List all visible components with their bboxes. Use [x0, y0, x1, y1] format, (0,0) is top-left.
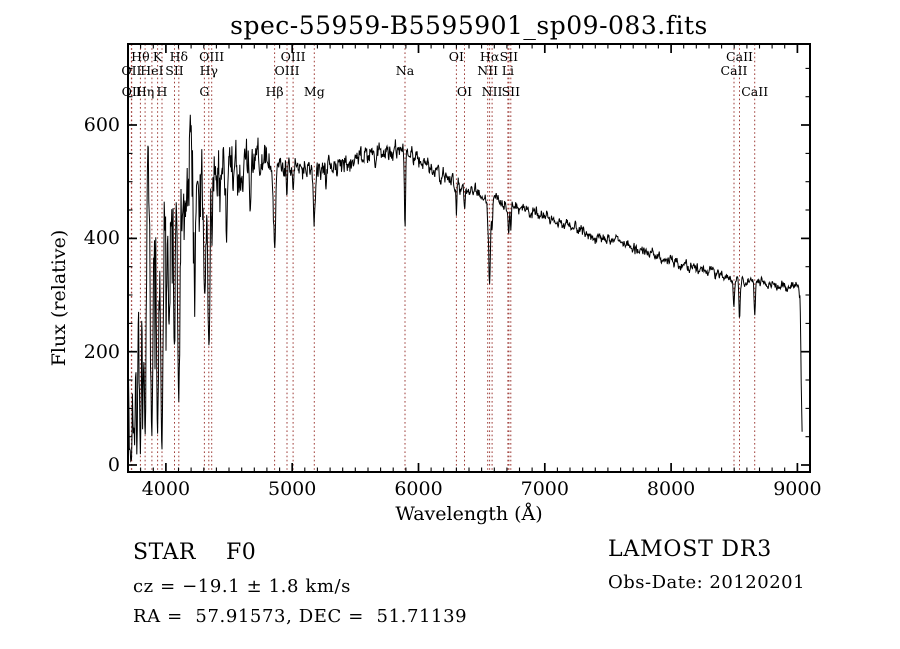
x-tick-label: 6000 [394, 478, 443, 500]
spectral-line-label: OIII [280, 49, 306, 64]
spectral-line-label: OI [456, 84, 473, 99]
spectral-line-label: CaII [726, 49, 753, 64]
y-axis-title: Flux (relative) [48, 229, 70, 367]
x-tick-label: 8000 [646, 478, 696, 500]
spectral-line-label: OIII [274, 63, 300, 78]
spectral-line-label: Na [395, 63, 415, 78]
survey-label: LAMOST DR3 [608, 537, 772, 562]
spectral-line-label: Hδ [169, 49, 189, 64]
spectral-line-label: Li [501, 63, 515, 78]
x-tick-label: 7000 [520, 478, 569, 500]
y-tick-label: 400 [83, 227, 120, 250]
spectral-line-label: Hθ [131, 49, 150, 64]
spectral-line-label: Hβ [265, 84, 284, 99]
spectral-line-label: OI [448, 49, 464, 64]
y-tick-label: 600 [83, 114, 120, 136]
spectral-line-label: OII [121, 84, 142, 99]
spectral-line-label: OIII [199, 49, 225, 64]
spectral-line-label: NII [477, 63, 499, 78]
spectral-line-label: G [199, 84, 210, 99]
plot-frame [127, 43, 811, 473]
spectral-line-label: NII [481, 84, 503, 99]
y-tick-label: 200 [83, 340, 120, 363]
obs-date-label: Obs-Date: 20120201 [608, 572, 806, 593]
spectral-line-label: H [156, 84, 168, 99]
spectrum-trace [127, 114, 803, 463]
x-tick-label: 4000 [141, 478, 191, 500]
classification-label: STAR F0 [133, 540, 257, 565]
y-tick-label: 0 [107, 454, 120, 476]
radial-velocity-label: cz = −19.1 ± 1.8 km/s [133, 576, 352, 597]
x-tick-label: 9000 [773, 478, 822, 500]
spectral-line-label: CaII [720, 63, 748, 78]
spectral-line-label: CaII [741, 84, 769, 99]
spectral-line-label: Hγ [199, 63, 218, 78]
ra-dec-label: RA = 57.91573, DEC = 51.71139 [133, 606, 468, 627]
spectral-line-label: SII [501, 84, 521, 99]
spectral-line-label: SII [499, 49, 519, 64]
spectral-line-label: OII [121, 63, 142, 78]
x-axis-title: Wavelength (Å) [395, 503, 543, 525]
spectral-line-label: Hη [135, 84, 155, 99]
spectral-line-label: K [152, 49, 163, 64]
spectral-line-label: HeI [140, 63, 164, 78]
figure-title: spec-55959-B5595901_sp09-083.fits [230, 11, 708, 40]
spectral-line-label: Hα [479, 49, 500, 64]
spectral-line-label: Mg [303, 84, 325, 99]
spectral-line-label: SII [165, 63, 184, 78]
x-tick-label: 5000 [268, 478, 317, 500]
